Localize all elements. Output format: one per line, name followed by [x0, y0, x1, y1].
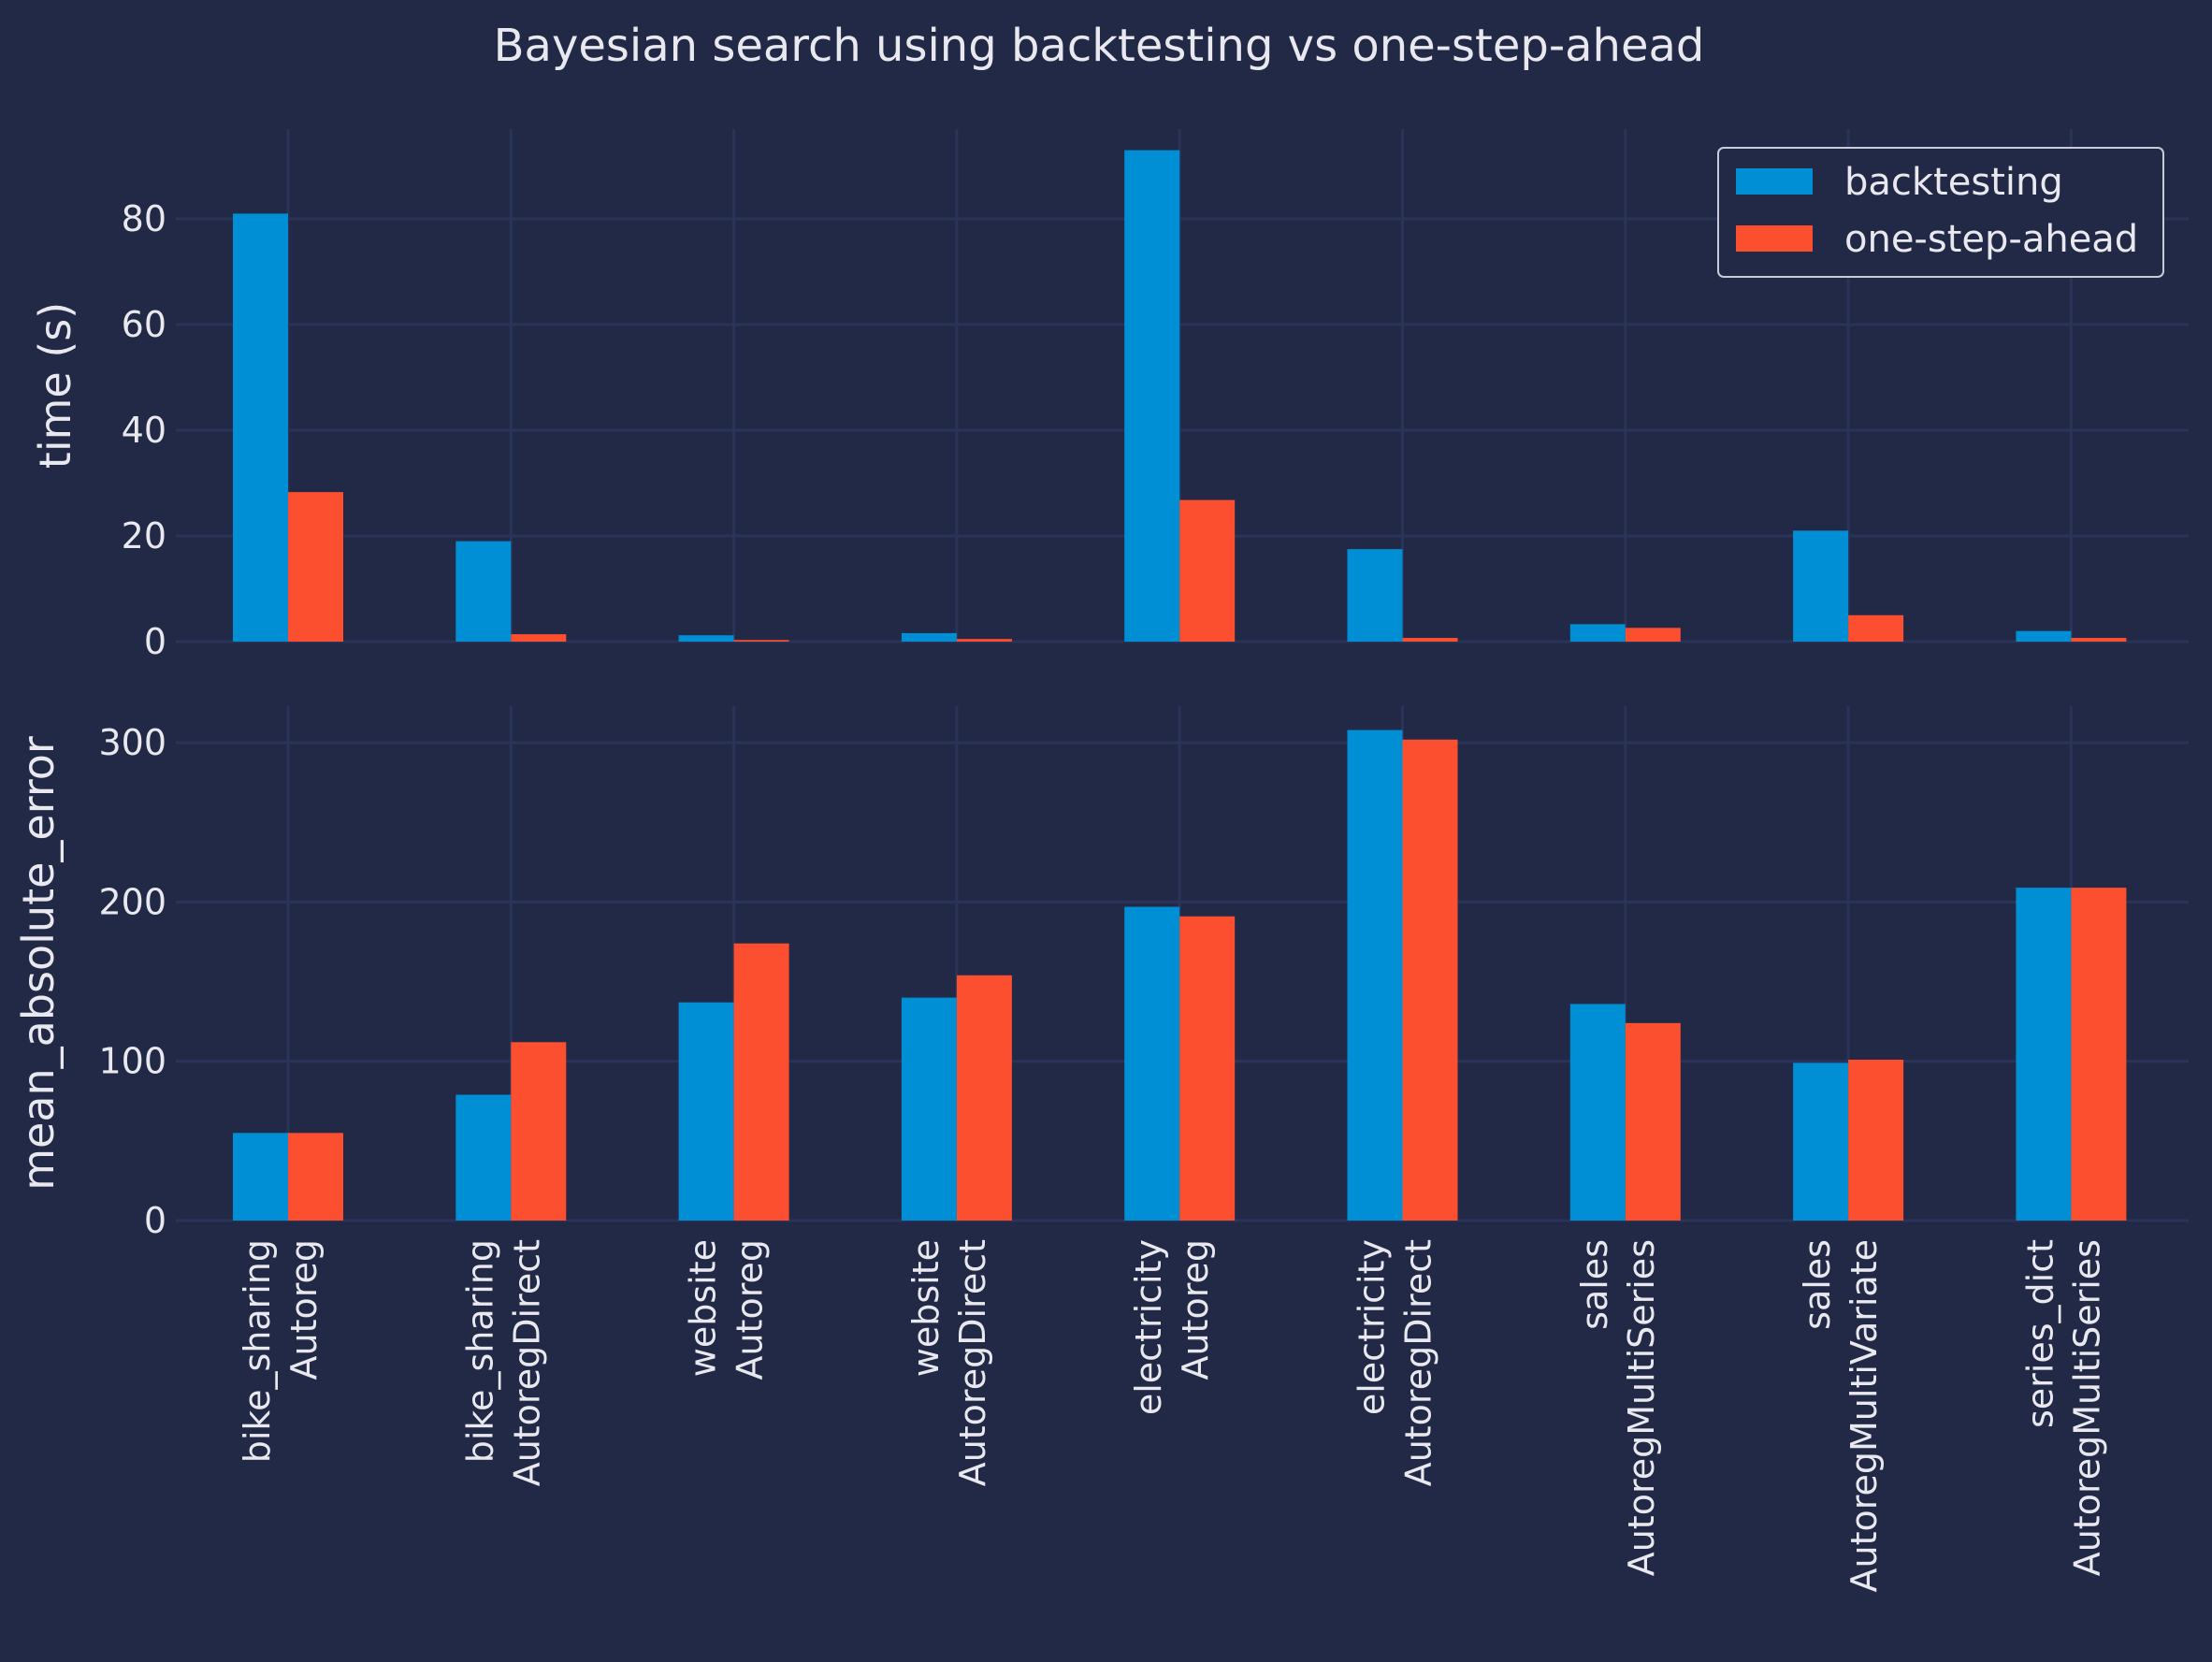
x-tick-label-forecaster: AutoregDirect: [1398, 1239, 1439, 1486]
bar-one-step-ahead: [956, 975, 1012, 1221]
bar-one-step-ahead: [1402, 638, 1458, 642]
chart-title: Bayesian search using backtesting vs one…: [494, 20, 1705, 72]
bar-backtesting: [678, 1002, 734, 1221]
bar-one-step-ahead: [1625, 1022, 1681, 1221]
bar-backtesting: [1569, 624, 1626, 642]
bar-backtesting: [1124, 150, 1180, 643]
legend-swatch-backtesting: [1736, 168, 1813, 195]
bar-one-step-ahead: [2071, 888, 2127, 1221]
bar-backtesting: [901, 632, 957, 642]
bar-backtesting: [1347, 549, 1403, 642]
bar-one-step-ahead: [733, 640, 789, 642]
bar-backtesting: [1793, 530, 1849, 642]
x-tick-label-forecaster: Autoreg: [283, 1239, 325, 1380]
bar-backtesting: [1569, 1004, 1626, 1221]
bar-backtesting: [1347, 730, 1403, 1221]
bar-one-step-ahead: [288, 1133, 343, 1221]
y-tick-label: 0: [144, 1200, 166, 1241]
x-tick-label-forecaster: Autoreg: [730, 1239, 771, 1380]
bar-backtesting: [2016, 888, 2072, 1221]
bar-backtesting: [2016, 630, 2072, 642]
bar-backtesting: [455, 541, 512, 642]
bar-one-step-ahead: [2071, 638, 2127, 642]
x-tick-label-dataset: sales: [1797, 1239, 1838, 1330]
y-axis-label: time (s): [30, 302, 80, 469]
x-tick-label-dataset: website: [683, 1239, 724, 1377]
y-tick-label: 100: [98, 1041, 166, 1082]
x-tick-label-forecaster: AutoregMultiVariate: [1843, 1239, 1885, 1592]
bar-backtesting: [678, 635, 734, 642]
legend: backtesting one-step-ahead: [1717, 147, 2164, 278]
x-tick-label-dataset: bike_sharing: [237, 1239, 278, 1463]
mae-subplot: 0 100 200 300 mean_absolute_error bike_sharin…: [13, 706, 2189, 1592]
x-tick-label-dataset: sales: [1574, 1239, 1615, 1330]
x-tick-label-forecaster: AutoregDirect: [506, 1239, 547, 1486]
x-tick-label-forecaster: Autoreg: [1175, 1239, 1216, 1380]
bar-backtesting: [901, 997, 957, 1221]
bar-one-step-ahead: [1179, 916, 1236, 1221]
x-tick-label-dataset: electricity: [1128, 1239, 1169, 1415]
bar-one-step-ahead: [956, 639, 1012, 642]
bar-one-step-ahead: [511, 634, 567, 642]
x-tick-label-dataset: website: [905, 1239, 947, 1377]
y-axis-label: mean_absolute_error: [13, 736, 64, 1191]
x-tick-label-dataset: electricity: [1352, 1239, 1393, 1415]
bar-one-step-ahead: [1402, 739, 1458, 1221]
y-tick-label: 80: [122, 198, 166, 239]
bar-one-step-ahead: [1179, 499, 1236, 642]
bar-one-step-ahead: [288, 492, 343, 642]
bar-one-step-ahead: [1848, 1060, 1904, 1221]
legend-box: [1717, 147, 2164, 278]
bar-one-step-ahead: [1848, 614, 1904, 642]
legend-swatch-one-step-ahead: [1736, 225, 1813, 252]
y-tick-label: 200: [98, 881, 166, 922]
x-tick-label-dataset: bike_sharing: [459, 1239, 500, 1463]
bar-backtesting: [1124, 906, 1180, 1221]
y-tick-label: 0: [144, 621, 166, 662]
x-tick-label-dataset: series_dict: [2019, 1239, 2060, 1428]
bar-backtesting: [233, 1133, 288, 1221]
legend-label-one-step-ahead: one-step-ahead: [1844, 218, 2138, 261]
bar-backtesting: [455, 1094, 512, 1221]
x-tick-label-forecaster: AutoregMultiSeries: [2066, 1239, 2107, 1576]
y-tick-label: 60: [122, 304, 166, 345]
y-tick-label: 300: [98, 722, 166, 763]
y-tick-label: 20: [122, 515, 166, 556]
bar-backtesting: [233, 213, 288, 642]
x-tick-label-forecaster: AutoregMultiSeries: [1621, 1239, 1662, 1576]
y-tick-label: 40: [122, 410, 166, 451]
bar-one-step-ahead: [511, 1042, 567, 1221]
legend-label-backtesting: backtesting: [1844, 161, 2063, 204]
bar-one-step-ahead: [733, 943, 789, 1221]
bar-one-step-ahead: [1625, 628, 1681, 642]
bar-backtesting: [1793, 1062, 1849, 1221]
x-tick-label-forecaster: AutoregDirect: [952, 1239, 993, 1486]
